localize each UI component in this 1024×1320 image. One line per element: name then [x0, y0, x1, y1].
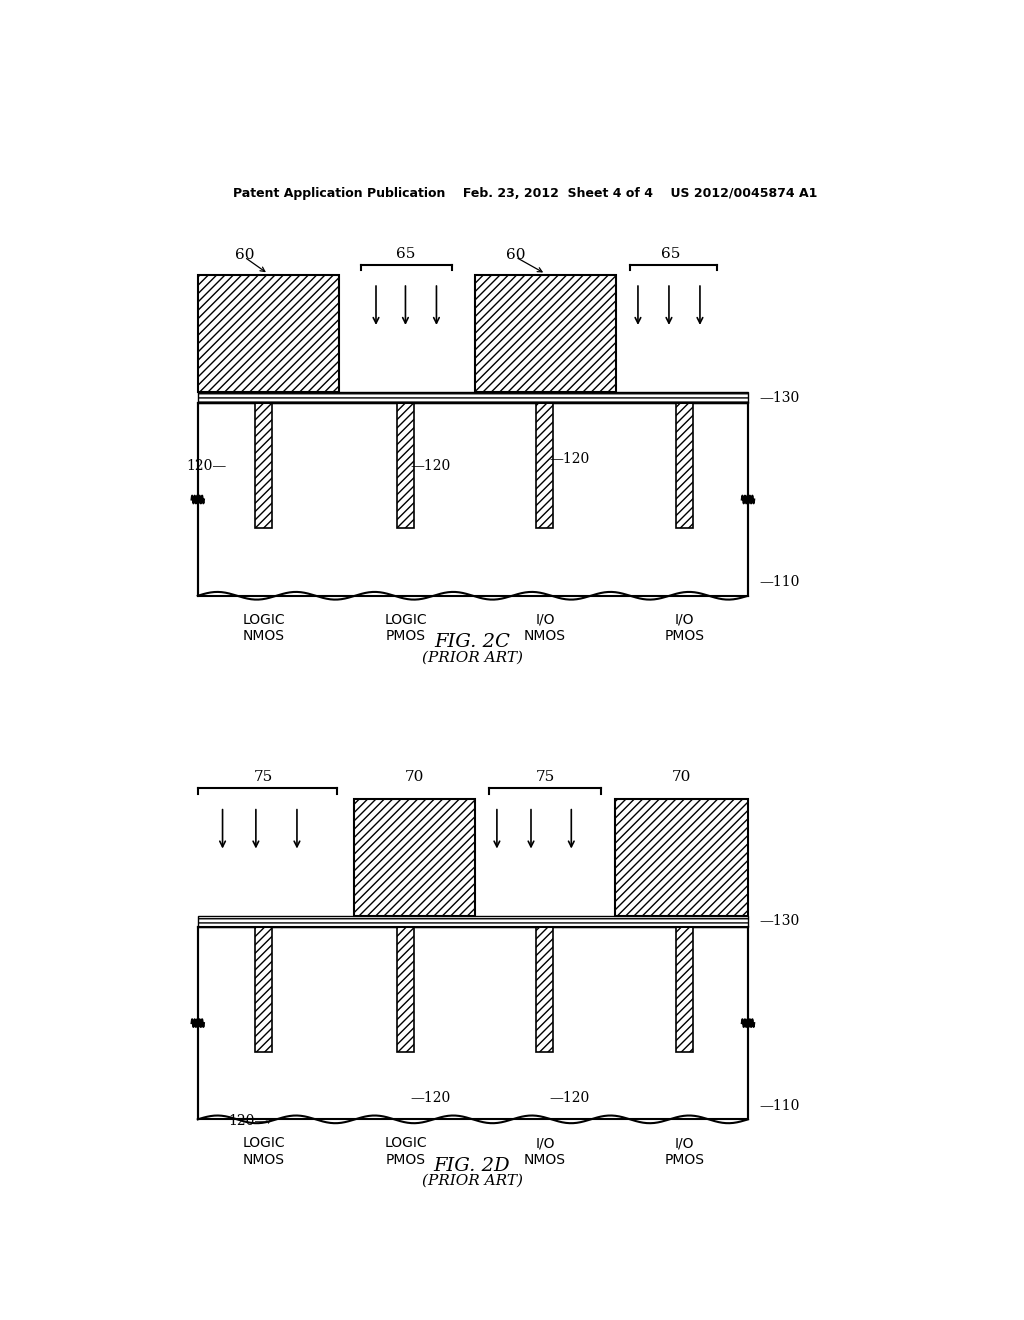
- Text: (PRIOR ART): (PRIOR ART): [422, 651, 522, 664]
- Text: —120: —120: [410, 459, 451, 474]
- Text: I/O
NMOS: I/O NMOS: [524, 612, 566, 643]
- Bar: [676, 404, 693, 528]
- Text: Patent Application Publication    Feb. 23, 2012  Sheet 4 of 4    US 2012/0045874: Patent Application Publication Feb. 23, …: [232, 186, 817, 199]
- Text: I/O
PMOS: I/O PMOS: [665, 612, 705, 643]
- Text: —120: —120: [550, 1090, 590, 1105]
- Text: LOGIC
NMOS: LOGIC NMOS: [243, 1137, 285, 1167]
- Bar: [255, 404, 272, 528]
- Text: I/O
NMOS: I/O NMOS: [524, 1137, 566, 1167]
- Text: 75: 75: [536, 771, 555, 784]
- Text: FIG. 2D: FIG. 2D: [434, 1156, 510, 1175]
- Text: 65: 65: [660, 247, 680, 261]
- Bar: [537, 927, 554, 1052]
- Text: 70: 70: [672, 771, 691, 784]
- Text: 120—: 120—: [186, 459, 226, 474]
- Bar: [198, 276, 339, 392]
- Bar: [354, 799, 475, 916]
- Text: I/O
PMOS: I/O PMOS: [665, 1137, 705, 1167]
- Text: FIG. 2C: FIG. 2C: [434, 634, 510, 651]
- Bar: [614, 799, 748, 916]
- Text: —130: —130: [760, 391, 800, 405]
- Text: 60: 60: [506, 248, 525, 263]
- Text: LOGIC
PMOS: LOGIC PMOS: [384, 1137, 427, 1167]
- Text: —110: —110: [760, 576, 800, 589]
- Bar: [397, 404, 414, 528]
- Bar: [537, 404, 554, 528]
- Text: 70: 70: [406, 771, 424, 784]
- Text: 60: 60: [234, 248, 254, 263]
- Text: 75: 75: [254, 771, 273, 784]
- Bar: [198, 404, 748, 595]
- Bar: [255, 927, 272, 1052]
- Text: —130: —130: [760, 915, 800, 928]
- Text: 120—: 120—: [228, 1114, 268, 1127]
- Text: —120: —120: [410, 1090, 451, 1105]
- Text: —110: —110: [760, 1098, 800, 1113]
- Text: 65: 65: [395, 247, 415, 261]
- Bar: [198, 392, 748, 404]
- Text: LOGIC
PMOS: LOGIC PMOS: [384, 612, 427, 643]
- Bar: [397, 927, 414, 1052]
- Bar: [198, 927, 748, 1119]
- Bar: [475, 276, 616, 392]
- Text: —120: —120: [550, 451, 590, 466]
- Bar: [198, 916, 748, 927]
- Text: LOGIC
NMOS: LOGIC NMOS: [243, 612, 285, 643]
- Bar: [676, 927, 693, 1052]
- Text: (PRIOR ART): (PRIOR ART): [422, 1173, 522, 1188]
